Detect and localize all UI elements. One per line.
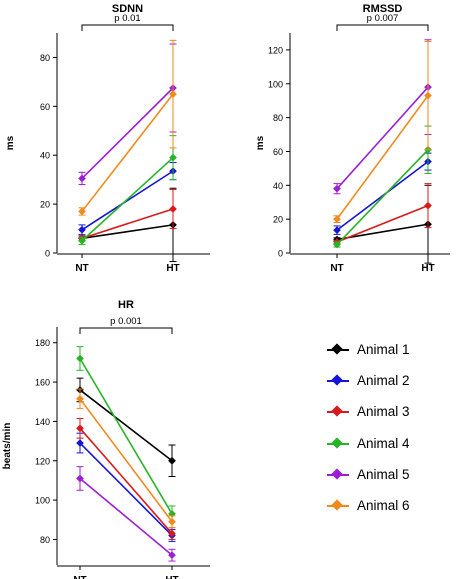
data-point [169,153,177,162]
series-line [79,398,173,523]
x-tick-label: NT [75,263,88,274]
data-point [168,551,176,560]
data-point [76,439,84,448]
legend-item-animal-6: Animal 6 [325,496,465,518]
y-tick-label: 0 [278,249,283,259]
series-line [79,442,173,537]
y-tick-label: 20 [40,200,50,210]
diamond-marker-icon [331,343,343,355]
legend-item-animal-3: Animal 3 [325,402,465,424]
legend-label: Animal 4 [357,435,410,451]
data-point [78,225,86,234]
significance-bracket [336,24,429,31]
chart-title: RMSSD [363,3,403,15]
series-line [336,160,429,231]
y-tick-label: 60 [273,147,283,157]
series-line [81,87,174,180]
x-tick-label: HT [421,263,434,274]
legend-label: Animal 6 [357,497,410,513]
data-point [76,394,84,403]
data-point [76,354,84,363]
data-point [78,174,86,183]
legend-item-animal-4: Animal 4 [325,434,465,456]
data-point [168,529,176,538]
chart-title: HR [118,299,134,311]
y-tick-label: 20 [273,215,283,225]
y-axis-label: ms [255,135,266,150]
y-axis-label: ms [5,135,16,150]
data-point [333,226,341,235]
data-point [168,517,176,526]
significance-bracket [79,327,173,334]
data-point [333,184,341,193]
data-point [76,474,84,483]
series-line [336,204,429,243]
y-tick-label: 120 [268,45,283,55]
data-point [333,215,341,224]
diamond-marker-icon [331,405,343,418]
significance-label: p 0.001 [110,316,142,327]
y-tick-label: 0 [45,249,50,259]
series-line [336,95,429,220]
significance-label: p 0.007 [367,13,399,24]
data-point [424,91,432,100]
y-tick-label: 40 [40,151,50,161]
series-line [336,149,429,246]
data-point [168,456,176,465]
chart-title: SDNN [112,3,143,15]
y-tick-label: 180 [35,338,50,348]
y-axis-label: beats/min [2,423,13,470]
y-tick-label: 80 [273,113,283,123]
y-tick-label: 100 [35,496,50,506]
data-point [424,201,432,210]
diamond-marker-icon [331,468,343,480]
x-tick-label: HT [165,575,178,579]
data-point [78,236,86,245]
series-line [336,86,429,190]
x-tick-label: HT [166,263,179,274]
y-tick-label: 80 [40,53,50,63]
y-tick-label: 100 [268,79,283,89]
y-tick-label: 160 [35,378,50,388]
series-line [79,358,173,515]
legend-item-animal-1: Animal 1 [325,340,465,362]
series-line [81,170,174,231]
legend-label: Animal 1 [357,342,410,357]
y-tick-label: 120 [35,456,50,466]
series-line [81,224,174,240]
significance-bracket [81,24,174,31]
y-tick-label: 60 [40,102,50,112]
legend-item-animal-5: Animal 5 [325,465,465,487]
legend-label: Animal 3 [357,404,410,420]
series-line [336,223,429,241]
legend-label: Animal 5 [357,466,410,482]
significance-label: p 0.01 [114,13,140,24]
series-line [81,93,174,212]
y-tick-label: 40 [273,181,283,191]
series-line [81,208,174,240]
data-point [333,240,341,249]
data-point [78,207,86,216]
diamond-marker-icon [331,499,343,511]
diamond-marker-icon [331,374,343,386]
x-tick-label: NT [73,575,86,579]
series-line [79,389,173,462]
legend: Animal 1 Animal 2 Animal 3 Animal 4 Anim… [325,340,465,527]
legend-label: Animal 2 [357,373,410,389]
data-point [169,205,177,213]
data-point [76,424,84,433]
series-line [81,157,174,242]
y-tick-label: 80 [40,535,50,545]
y-tick-label: 140 [35,417,50,427]
data-point [169,90,177,99]
x-tick-label: NT [330,263,343,274]
series-line [79,477,173,556]
legend-item-animal-2: Animal 2 [325,371,465,393]
diamond-marker-icon [331,436,343,449]
series-line [79,427,173,535]
